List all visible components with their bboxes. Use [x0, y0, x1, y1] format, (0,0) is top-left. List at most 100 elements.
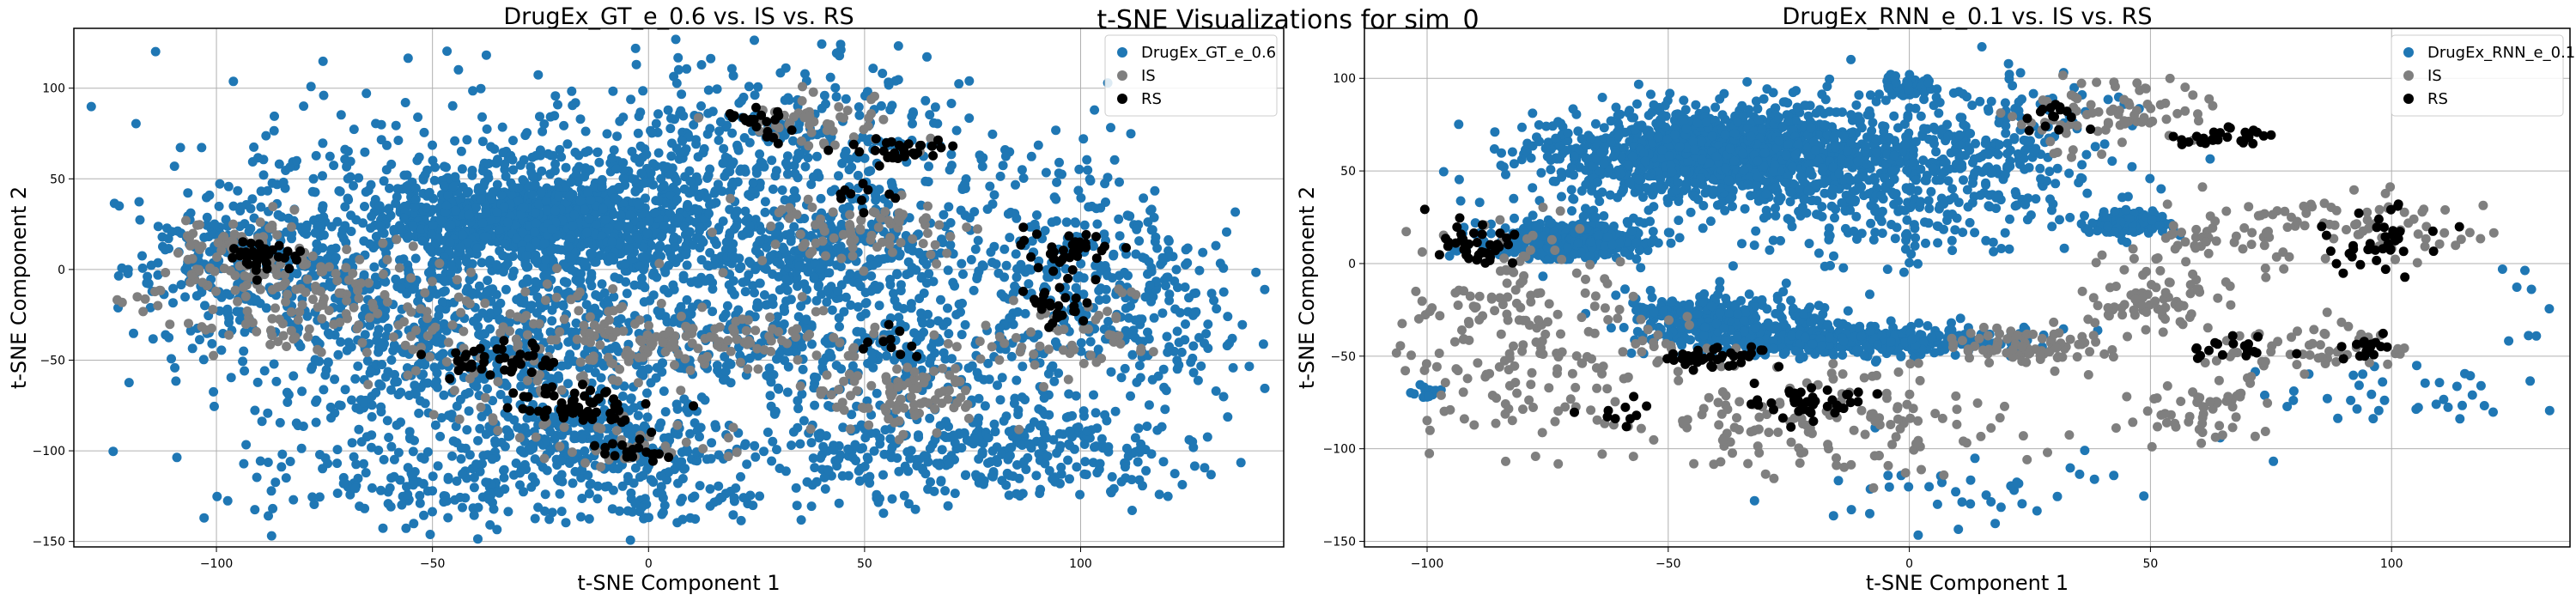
scatter-point: [698, 237, 708, 247]
scatter-point: [677, 89, 687, 100]
scatter-point: [161, 330, 171, 340]
scatter-point: [767, 155, 777, 166]
scatter-point: [628, 507, 637, 517]
scatter-point: [286, 307, 296, 317]
scatter-point: [1151, 232, 1161, 242]
scatter-point: [1051, 125, 1061, 136]
scatter-point: [927, 342, 937, 352]
scatter-point: [793, 404, 804, 414]
scatter-point: [656, 173, 666, 184]
scatter-point: [982, 204, 993, 215]
scatter-point: [762, 428, 773, 437]
scatter-point: [366, 223, 376, 234]
scatter-point: [666, 151, 677, 161]
scatter-point: [282, 342, 292, 351]
scatter-point: [432, 368, 442, 378]
scatter-point: [285, 457, 295, 466]
scatter-point: [575, 114, 586, 124]
scatter-point: [386, 385, 396, 395]
scatter-point: [342, 295, 352, 306]
scatter-point: [768, 184, 778, 194]
scatter-point: [1237, 319, 1248, 330]
scatter-point: [496, 191, 507, 200]
scatter-point: [556, 361, 567, 371]
scatter-point: [944, 458, 954, 469]
scatter-point: [385, 483, 395, 493]
scatter-point: [625, 210, 635, 220]
scatter-point: [547, 316, 557, 326]
scatter-point: [489, 504, 499, 514]
scatter-point: [1228, 362, 1238, 373]
scatter-point: [1005, 451, 1015, 461]
scatter-point: [428, 507, 437, 517]
scatter-point: [281, 297, 291, 307]
scatter-point: [1010, 281, 1020, 291]
scatter-point: [655, 307, 665, 317]
scatter-point: [626, 488, 636, 498]
scatter-point: [756, 225, 766, 235]
scatter-point: [418, 369, 428, 379]
scatter-point: [428, 471, 438, 482]
scatter-point: [1018, 173, 1029, 183]
scatter-point: [630, 43, 641, 53]
scatter-point: [1025, 423, 1035, 433]
scatter-point: [594, 157, 605, 167]
scatter-point: [146, 260, 156, 270]
scatter-point: [725, 167, 735, 177]
scatter-point: [170, 362, 180, 373]
scatter-point: [467, 288, 477, 298]
scatter-point: [224, 313, 234, 323]
scatter-point: [875, 434, 885, 443]
scatter-point: [273, 209, 283, 220]
scatter-point: [507, 252, 518, 261]
scatter-point: [1163, 234, 1174, 245]
scatter-point: [732, 143, 743, 153]
scatter-point: [799, 416, 809, 426]
scatter-point: [297, 386, 307, 397]
scatter-point: [899, 490, 909, 501]
scatter-point: [488, 396, 498, 406]
scatter-point: [1121, 443, 1132, 453]
scatter-point: [1084, 202, 1094, 212]
scatter-point: [223, 181, 234, 191]
scatter-point: [574, 276, 584, 287]
scatter-point: [705, 247, 715, 258]
scatter-point: [772, 445, 781, 455]
scatter-point: [410, 194, 421, 204]
scatter-point: [261, 131, 271, 141]
scatter-point: [1223, 312, 1233, 322]
scatter-point: [671, 399, 682, 410]
scatter-point: [465, 275, 475, 285]
scatter-point: [781, 274, 791, 284]
scatter-point: [865, 478, 875, 489]
scatter-point: [272, 282, 283, 292]
scatter-point: [1125, 211, 1135, 222]
scatter-point: [378, 238, 388, 248]
scatter-point: [515, 160, 526, 170]
scatter-point: [394, 263, 404, 273]
scatter-point: [552, 264, 562, 274]
scatter-point: [450, 136, 460, 146]
scatter-point: [574, 150, 584, 161]
scatter-point: [363, 185, 374, 196]
scatter-point: [540, 254, 550, 264]
scatter-point: [751, 168, 762, 179]
scatter-point: [485, 308, 495, 319]
scatter-point: [1134, 236, 1145, 246]
scatter-point: [360, 503, 370, 513]
scatter-point: [424, 352, 434, 362]
scatter-point: [528, 319, 538, 329]
scatter-point: [807, 339, 817, 349]
scatter-point: [516, 381, 526, 392]
scatter-point: [631, 59, 641, 70]
scatter-point: [382, 255, 392, 264]
scatter-point: [430, 420, 440, 430]
scatter-point: [240, 291, 251, 301]
scatter-point: [969, 434, 980, 445]
scatter-point: [652, 272, 662, 282]
scatter-point: [1130, 433, 1140, 443]
scatter-point: [923, 457, 933, 467]
scatter-point: [1120, 267, 1129, 277]
scatter-point: [633, 128, 643, 138]
scatter-point: [677, 494, 687, 503]
